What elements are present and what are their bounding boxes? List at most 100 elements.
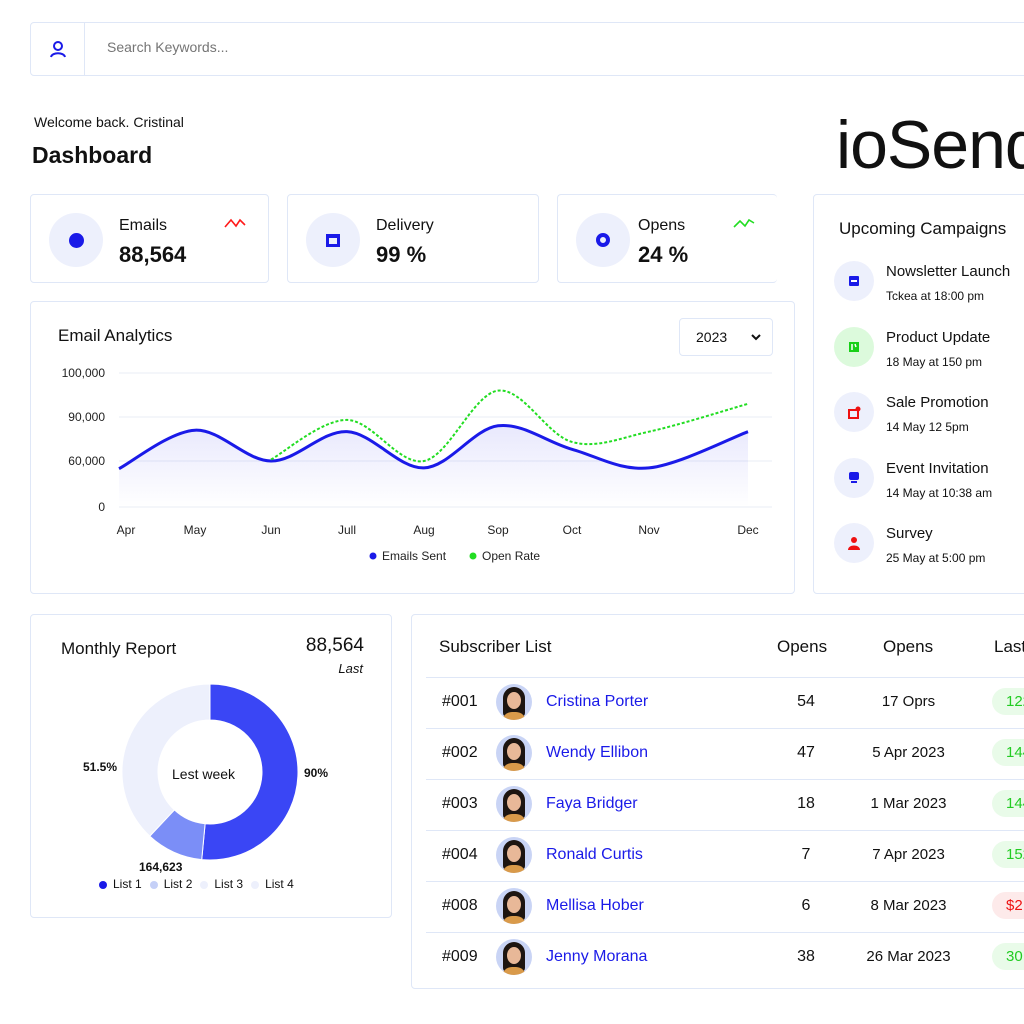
legend-dot-icon: [251, 880, 260, 889]
stat-value: 24 %: [638, 242, 689, 267]
user-icon[interactable]: [31, 23, 85, 75]
campaign-item[interactable]: Nowsletter Launch Tckea at 18:00 pm: [834, 261, 1024, 321]
ring-icon: [576, 213, 630, 267]
stat-card-delivery: Delivery 99 %: [287, 194, 539, 283]
legend-item: List 4: [251, 877, 294, 891]
x-tick-label: Dec: [737, 523, 758, 537]
x-tick-label: Nov: [638, 523, 659, 537]
stat-value: 88,564: [119, 242, 187, 267]
avatar: [496, 786, 532, 822]
upcoming-campaigns-card: Upcoming Campaigns Nowsletter Launch Tck…: [813, 194, 1024, 594]
subscriber-list-card: Subscriber List Opens Opens Last #001 Cr…: [411, 614, 1024, 989]
table-row[interactable]: #009 Jenny Morana 38 26 Mar 2023 30: [426, 932, 1024, 983]
subscriber-id: #002: [442, 744, 478, 761]
campaign-date: 25 May at 5:00 pm: [886, 551, 986, 565]
opens-count: 6: [801, 897, 811, 914]
x-tick-label: Oct: [563, 523, 582, 537]
campaign-name: Product Update: [886, 328, 991, 346]
x-tick-label: Apr: [117, 523, 136, 537]
legend-item: List 2: [149, 877, 193, 891]
chevron-down-icon: [751, 333, 761, 340]
legend-item: List 1: [99, 877, 142, 891]
table-row[interactable]: #002 Wendy Ellibon 47 5 Apr 2023 144: [426, 728, 1024, 779]
donut-label: 51.5%: [83, 760, 118, 774]
campaign-item[interactable]: Sale Promotion 14 May 12 5pm: [834, 392, 1024, 452]
campaign-date: 14 May at 10:38 am: [886, 485, 993, 500]
page-title: Dashboard: [32, 142, 153, 168]
report-value: 88,564: [305, 635, 364, 656]
subscriber-id: #004: [442, 846, 478, 863]
column-header[interactable]: Last: [994, 637, 1024, 656]
x-tick-label: Jull: [338, 523, 356, 537]
table-row[interactable]: #004 Ronald Curtis 7 7 Apr 2023 152: [426, 830, 1024, 881]
user-icon: [834, 523, 874, 563]
year-select[interactable]: 2023: [679, 318, 773, 356]
logo: ioSend: [836, 107, 1024, 183]
subscriber-name-link[interactable]: Ronald Curtis: [546, 846, 643, 863]
section-title: Monthly Report: [61, 639, 177, 658]
legend-label: List 2: [163, 877, 193, 891]
last-badge: 152: [992, 841, 1024, 868]
donut-label: 90%: [304, 766, 329, 780]
legend-label: List 1: [113, 877, 142, 891]
legend-label: List 3: [214, 877, 244, 891]
column-header[interactable]: Opens: [883, 637, 934, 656]
subscriber-name-link[interactable]: Cristina Porter: [546, 693, 649, 710]
subscriber-id: #001: [442, 693, 478, 710]
column-header[interactable]: Opens: [777, 637, 828, 656]
sale-icon: [834, 392, 874, 432]
donut-segment-list-1: [201, 683, 299, 861]
opens-count: 38: [797, 948, 815, 965]
section-title: Subscriber List: [439, 637, 552, 656]
product-icon: [834, 326, 874, 367]
last-badge: 144: [992, 790, 1024, 817]
subscriber-id: #009: [442, 948, 478, 965]
open-date: 1 Mar 2023: [870, 795, 947, 812]
section-title: Email Analytics: [58, 326, 173, 345]
donut-legend: List 1 List 2 List 3 List 4: [99, 877, 302, 891]
trend-down-icon: [224, 218, 246, 228]
search-input[interactable]: [107, 39, 707, 55]
legend-label: Emails Sent: [382, 549, 447, 563]
campaign-name: Event Invitation: [886, 459, 989, 477]
open-date: 7 Apr 2023: [872, 846, 945, 863]
subscriber-name-link[interactable]: Wendy Ellibon: [546, 744, 648, 761]
avatar: [496, 939, 532, 975]
open-date: 26 Mar 2023: [866, 948, 951, 965]
stat-value: 99 %: [376, 242, 427, 267]
campaign-name: Sale Promotion: [886, 394, 989, 411]
last-badge: 144: [992, 739, 1024, 766]
legend-dot-icon: [200, 880, 209, 889]
table-row[interactable]: #008 Mellisa Hober 6 8 Mar 2023 $2: [426, 881, 1024, 932]
opens-count: 18: [797, 795, 815, 812]
campaign-item[interactable]: Event Invitation 14 May at 10:38 am: [834, 457, 1024, 518]
avatar: [496, 888, 532, 924]
campaign-date: 14 May 12 5pm: [886, 420, 969, 434]
opens-count: 54: [797, 693, 815, 710]
year-value: 2023: [696, 329, 728, 345]
table-row[interactable]: #003 Faya Bridger 18 1 Mar 2023 144: [426, 779, 1024, 830]
x-tick-label: Sop: [487, 523, 509, 537]
table-row[interactable]: #001 Cristina Porter 54 17 Oprs 122: [426, 677, 1024, 728]
stat-card-emails: Emails 88,564: [30, 194, 269, 283]
subscriber-name-link[interactable]: Jenny Morana: [546, 948, 648, 965]
section-title: Upcoming Campaigns: [839, 219, 1007, 238]
legend-label: Open Rate: [482, 549, 540, 563]
x-tick-label: Jun: [261, 523, 280, 537]
y-tick-label: 0: [98, 500, 105, 514]
y-tick-label: 60,000: [68, 454, 105, 468]
subscriber-name-link[interactable]: Faya Bridger: [546, 795, 638, 812]
y-tick-label: 90,000: [68, 410, 105, 424]
campaign-item[interactable]: Product Update 18 May at 150 pm: [834, 326, 1024, 387]
subscriber-id: #008: [442, 897, 478, 914]
legend-marker: [369, 552, 377, 560]
campaign-item[interactable]: Survey 25 May at 5:00 pm: [834, 523, 1024, 583]
series-line-emails-sent: [118, 424, 749, 471]
dot-icon: [49, 213, 103, 267]
legend-item: List 3: [200, 877, 243, 891]
avatar: [496, 735, 532, 771]
welcome-text: Welcome back. Cristinal: [34, 114, 184, 130]
campaign-name: Survey: [886, 525, 933, 542]
last-badge: $2: [992, 892, 1024, 919]
subscriber-name-link[interactable]: Mellisa Hober: [546, 897, 644, 914]
